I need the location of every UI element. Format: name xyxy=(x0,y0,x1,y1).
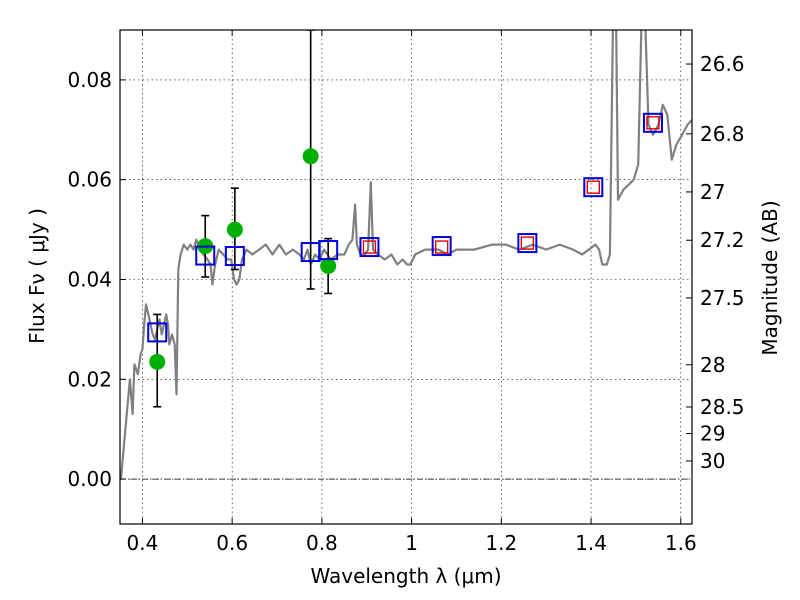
x-tick-label: 0.4 xyxy=(127,531,159,555)
observed-point xyxy=(226,221,243,238)
model-band-point xyxy=(359,237,380,258)
y-tick-label: 0.04 xyxy=(67,267,112,291)
y-axis-label: Flux Fν ( μJy ) xyxy=(25,208,49,344)
y-axis-left: 0.00 0.02 0.04 0.06 0.08 xyxy=(67,68,126,491)
model-band-point xyxy=(195,245,216,266)
grid-lines xyxy=(120,30,692,524)
mag-tick-label: 26.8 xyxy=(700,122,745,146)
x-tick-label: 0.6 xyxy=(216,531,248,555)
model-band-point xyxy=(583,177,604,198)
x-tick-label: 1.2 xyxy=(485,531,517,555)
y-axis-label-right: Magnitude (AB) xyxy=(758,200,782,355)
y-axis-right: 26.6 26.8 27 27.2 27.5 28 28.5 29 30 xyxy=(686,52,745,473)
predicted-point xyxy=(586,180,601,194)
mag-tick-label: 27 xyxy=(700,180,725,204)
predicted-point xyxy=(646,116,660,130)
predicted-point xyxy=(520,236,535,250)
model-band-point xyxy=(431,236,452,257)
model-band-point xyxy=(517,233,538,254)
model-band-point xyxy=(224,246,245,267)
observed-point xyxy=(149,353,166,370)
mag-tick-label: 27.2 xyxy=(700,228,745,252)
x-tick-label: 1 xyxy=(405,531,418,555)
model-band-point xyxy=(147,322,168,343)
plot-area xyxy=(120,30,692,480)
x-tick-label: 0.8 xyxy=(306,531,338,555)
model-band-point xyxy=(318,240,339,261)
y-tick-label: 0.08 xyxy=(67,68,112,92)
observed-point xyxy=(302,148,319,165)
x-axis: 0.4 0.6 0.8 1 1.2 1.4 1.6 xyxy=(127,30,697,555)
x-tick-label: 1.6 xyxy=(665,531,697,555)
y-tick-label: 0.00 xyxy=(67,467,112,491)
mag-tick-label: 28.5 xyxy=(700,395,745,419)
x-tick-label: 1.4 xyxy=(575,531,607,555)
mag-tick-label: 26.6 xyxy=(700,52,745,76)
x-axis-label: Wavelength λ (μm) xyxy=(310,564,501,588)
y-tick-label: 0.02 xyxy=(67,367,112,391)
mag-tick-label: 29 xyxy=(700,422,725,446)
model-spectrum-line xyxy=(120,30,692,480)
predicted-point xyxy=(362,240,377,254)
observed-point xyxy=(320,258,337,275)
mag-tick-label: 27.5 xyxy=(700,286,745,310)
y-tick-label: 0.06 xyxy=(67,168,112,192)
predicted-point xyxy=(434,240,449,254)
plot-frame xyxy=(119,29,693,525)
mag-tick-label: 30 xyxy=(700,449,725,473)
mag-tick-label: 28 xyxy=(700,353,725,377)
model-band-point xyxy=(642,112,663,133)
